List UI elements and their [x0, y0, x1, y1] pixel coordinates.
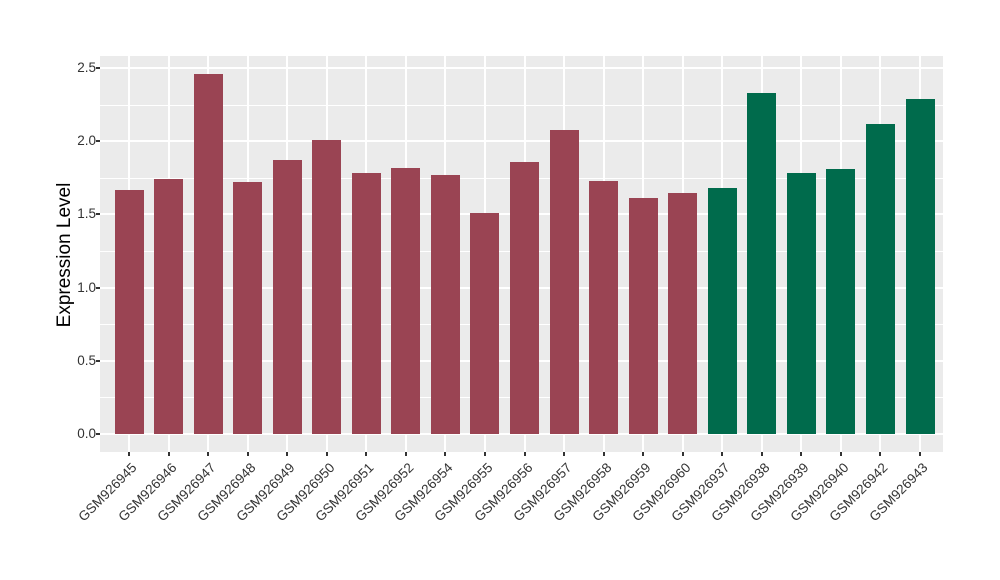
x-tick-mark — [839, 452, 842, 456]
bar-GSM926937 — [707, 188, 737, 434]
x-tick-mark — [919, 452, 921, 456]
y-tick-mark — [96, 359, 100, 362]
gridline-major — [100, 67, 943, 70]
bar-GSM926947 — [193, 73, 223, 434]
x-tick-mark — [167, 452, 170, 456]
x-tick-mark — [483, 452, 486, 456]
gridline-major — [100, 140, 943, 143]
x-tick-mark — [563, 452, 566, 456]
y-tick-label: 1.0 — [77, 279, 96, 295]
y-tick-mark — [96, 433, 100, 435]
bar-GSM926960 — [668, 192, 698, 434]
bar-GSM926942 — [865, 123, 895, 434]
bar-GSM926958 — [589, 180, 619, 434]
x-tick-mark — [128, 452, 130, 456]
bar-GSM926945 — [114, 189, 144, 434]
x-tick-mark — [602, 452, 605, 456]
x-tick-mark — [800, 452, 803, 456]
plot-panel — [100, 56, 943, 452]
x-tick-mark — [404, 452, 407, 456]
bar-GSM926946 — [154, 179, 184, 434]
y-tick-label: 0.0 — [77, 426, 96, 441]
bar-GSM926943 — [905, 98, 935, 434]
x-tick-mark — [325, 452, 328, 456]
bar-GSM926939 — [786, 173, 816, 434]
bar-GSM926954 — [430, 174, 460, 434]
y-tick-mark — [96, 67, 100, 70]
bar-GSM926956 — [510, 161, 539, 434]
x-tick-mark — [642, 452, 645, 456]
bar-GSM926957 — [549, 129, 579, 434]
y-tick-label: 2.0 — [77, 133, 96, 149]
bar-GSM926950 — [312, 139, 342, 434]
x-tick-mark — [760, 452, 763, 456]
y-tick-label: 1.5 — [77, 206, 96, 222]
gridline-major — [100, 433, 943, 435]
x-tick-mark — [286, 452, 289, 456]
y-tick-mark — [96, 140, 100, 143]
x-tick-mark — [207, 452, 210, 456]
x-tick-mark — [879, 452, 882, 456]
x-tick-mark — [721, 452, 724, 456]
x-tick-mark — [444, 452, 447, 456]
bar-GSM926948 — [233, 182, 263, 434]
x-tick-mark — [365, 452, 368, 456]
bar-GSM926949 — [272, 160, 302, 434]
gridline-minor — [100, 104, 943, 106]
x-tick-mark — [523, 452, 526, 456]
x-tick-mark — [681, 452, 684, 456]
x-tick-mark — [246, 452, 249, 456]
bar-GSM926959 — [628, 198, 658, 434]
y-tick-mark — [96, 213, 100, 216]
bar-GSM926940 — [826, 169, 856, 434]
bar-GSM926955 — [470, 212, 500, 434]
y-tick-label: 0.5 — [77, 352, 96, 368]
y-tick-label: 2.5 — [77, 60, 96, 76]
bar-GSM926952 — [391, 167, 421, 434]
bar-GSM926938 — [747, 92, 777, 434]
y-tick-mark — [96, 286, 100, 289]
bar-GSM926951 — [351, 173, 381, 434]
